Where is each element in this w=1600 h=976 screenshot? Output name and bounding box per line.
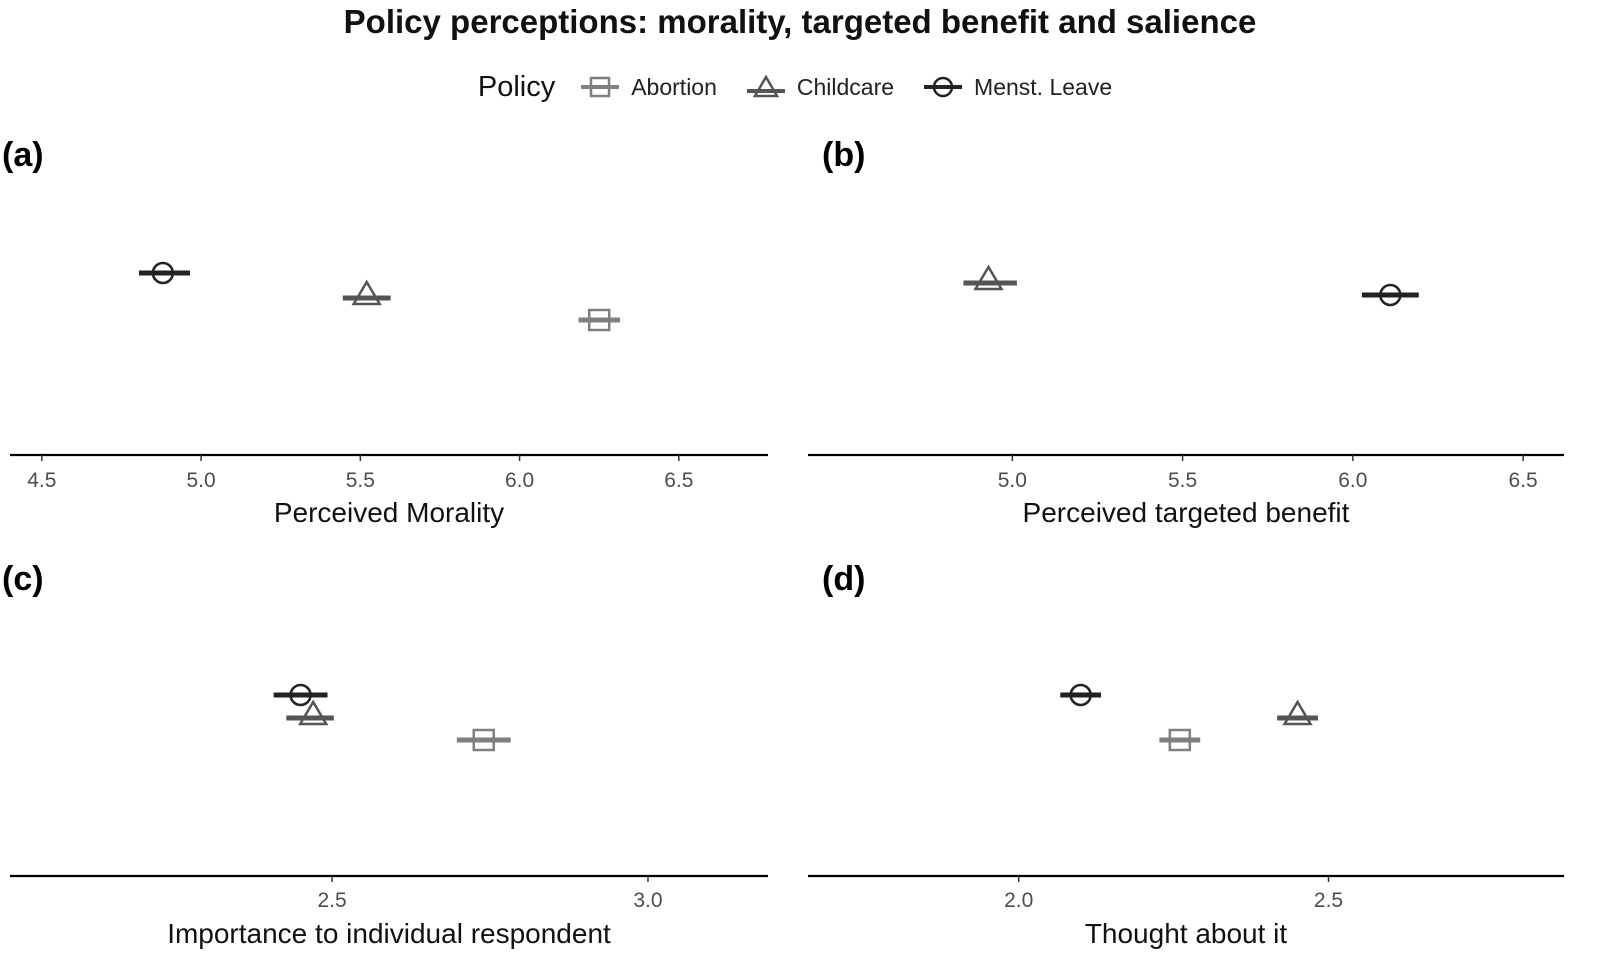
triangle-marker — [1282, 699, 1313, 726]
data-point-childcare — [1277, 699, 1318, 726]
data-point-childcare — [342, 279, 391, 306]
x-tick-label: 6.0 — [505, 469, 534, 492]
x-tick-label: 5.5 — [1168, 469, 1197, 492]
panel-label-c: (c) — [2, 560, 44, 598]
data-point-abortion — [456, 728, 511, 752]
x-tick-label: 5.0 — [998, 469, 1027, 492]
square-marker — [472, 728, 495, 752]
legend-item-menst-leave: Menst. Leave — [922, 74, 1112, 101]
legend-item-childcare: Childcare — [745, 74, 894, 101]
chart-b-plot: 5.0 5.5 6.0 6.5 Perceived targeted benefit — [808, 264, 1564, 528]
legend-label-childcare: Childcare — [796, 73, 895, 100]
x-tick-label: 6.5 — [1509, 469, 1538, 492]
circle-marker — [1069, 683, 1092, 707]
panel-label-b: (b) — [822, 136, 866, 174]
circle-marker — [289, 683, 312, 707]
panel-c: (c) 2.5 3.0 Importance to individual respo… — [0, 560, 800, 976]
triangle-marker — [298, 699, 329, 726]
circle-icon — [924, 76, 963, 98]
x-tick-label: 6.0 — [1338, 469, 1367, 492]
x-tick-label: 2.0 — [1004, 889, 1033, 912]
data-point-menst-leave — [1060, 683, 1102, 707]
x-tick-label: 4.5 — [27, 469, 56, 492]
data-point-childcare — [286, 699, 334, 726]
circle-marker — [1379, 283, 1402, 307]
circle-marker — [151, 261, 175, 285]
x-axis-title: Perceived targeted benefit — [1023, 497, 1350, 528]
chart-d-plot: 2.0 2.5 Thought about it — [808, 683, 1564, 949]
x-axis-title: Importance to individual respondent — [167, 918, 611, 949]
data-point-menst-leave — [1361, 283, 1419, 307]
x-tick-label: 2.5 — [318, 889, 347, 912]
triangle-marker — [973, 264, 1004, 291]
legend-label-menst-leave: Menst. Leave — [974, 73, 1113, 100]
legend: Policy Abortion Childcare Menst. Leave — [0, 62, 1600, 112]
square-icon — [581, 76, 620, 98]
panel-b: (b) 5.0 5.5 6.0 6.5 Perceived targeted benef… — [800, 130, 1600, 550]
legend-title: Policy — [477, 70, 556, 103]
x-axis-title: Perceived Morality — [274, 497, 504, 528]
triangle-icon — [746, 74, 785, 98]
x-tick-label: 2.5 — [1314, 889, 1343, 912]
panel-d: (d) 2.0 2.5 Thought about it — [800, 560, 1600, 976]
legend-item-abortion: Abortion — [579, 74, 717, 101]
legend-label-abortion: Abortion — [631, 73, 717, 100]
x-tick-label: 5.5 — [346, 469, 375, 492]
chart-c-plot: 2.5 3.0 Importance to individual responden… — [10, 683, 768, 949]
data-point-abortion — [1159, 728, 1201, 752]
data-point-childcare — [963, 264, 1017, 291]
square-marker — [587, 308, 611, 332]
triangle-marker — [351, 279, 382, 306]
panel-a: (a) 4.5 5.0 5.5 6.0 6.5 Perceived Morality — [0, 130, 800, 550]
data-point-menst-leave — [138, 261, 190, 285]
x-axis-title: Thought about it — [1085, 918, 1288, 949]
chart-a-plot: 4.5 5.0 5.5 6.0 6.5 Perceived Morality — [10, 261, 768, 528]
square-marker — [1168, 728, 1192, 752]
panel-label-a: (a) — [2, 136, 44, 174]
panel-label-d: (d) — [822, 560, 866, 598]
figure-title: Policy perceptions: morality, targeted b… — [343, 3, 1257, 40]
x-tick-label: 3.0 — [633, 889, 662, 912]
x-tick-label: 5.0 — [186, 469, 215, 492]
data-point-menst-leave — [273, 683, 328, 707]
data-point-abortion — [578, 308, 620, 332]
x-tick-label: 6.5 — [664, 469, 693, 492]
